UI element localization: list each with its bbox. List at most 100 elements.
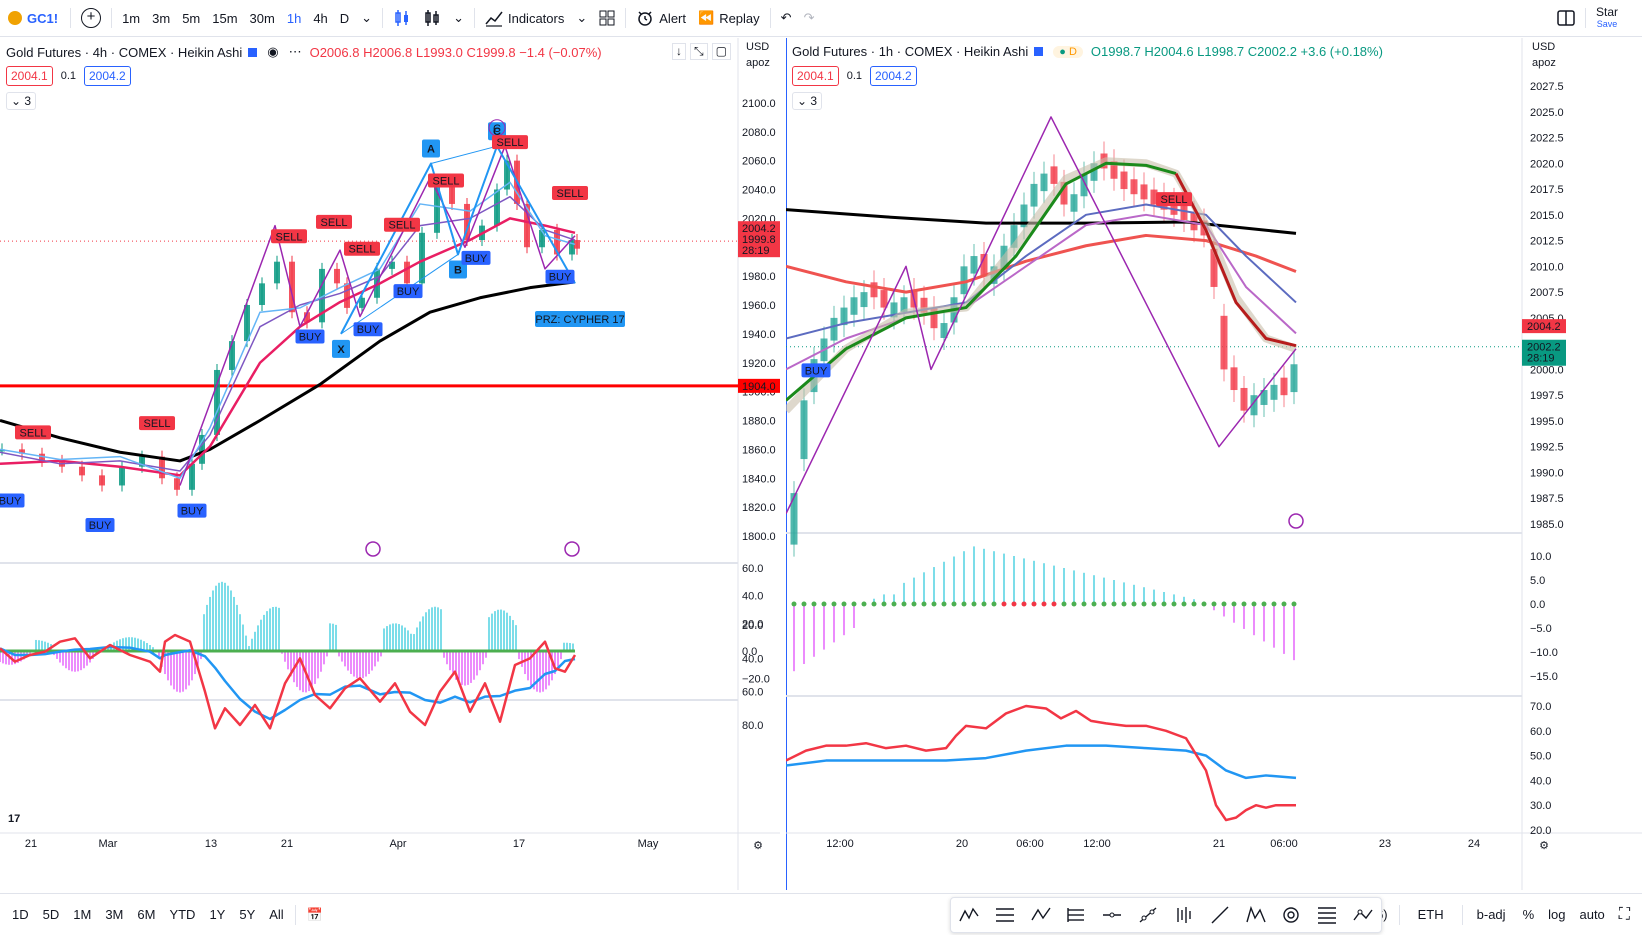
bar-style-dropdown[interactable]: ⌄ (447, 0, 470, 36)
sell-signal[interactable] (552, 185, 588, 200)
fullscreen-button[interactable]: ⛶ (1612, 906, 1642, 924)
xabcd-pattern-icon[interactable] (1245, 904, 1267, 926)
bars-icon (425, 10, 439, 26)
auto-toggle[interactable]: auto (1579, 907, 1605, 922)
sell-signal[interactable] (344, 241, 380, 256)
eye-icon[interactable]: ◉ (267, 44, 279, 59)
layout-button[interactable] (593, 0, 621, 36)
trend-line-icon[interactable] (1137, 904, 1159, 926)
horizontal-ray-icon[interactable] (1101, 904, 1123, 926)
bar-style-button[interactable] (387, 0, 417, 36)
left-chart-pane[interactable]: USDapoz2100.02080.02060.02040.02020.0200… (0, 38, 780, 890)
ask-price[interactable]: 2004.2 (870, 66, 917, 86)
sell-signal[interactable] (271, 229, 307, 244)
interval-d[interactable]: D (339, 10, 350, 26)
undo-button[interactable]: ↶ (775, 0, 798, 36)
range-6m[interactable]: 6M (137, 907, 156, 922)
interval-1m[interactable]: 1m (122, 10, 141, 26)
event-arrow-icon[interactable] (365, 541, 381, 557)
sell-signal[interactable] (1156, 192, 1192, 207)
price-tick: 2080.0 (742, 127, 776, 139)
arrow-down-icon[interactable]: ↓ (672, 43, 686, 60)
pattern-point-a[interactable] (422, 139, 440, 158)
buy-signal[interactable] (295, 329, 325, 344)
sell-signal[interactable] (139, 416, 175, 431)
back-adjust-toggle[interactable]: b-adj (1476, 907, 1506, 922)
maximize-icon[interactable]: ▢ (711, 43, 731, 60)
left-chart-canvas[interactable]: USDapoz2100.02080.02060.02040.02020.0200… (0, 38, 780, 890)
alert-button[interactable]: Alert (630, 0, 692, 36)
pattern-point-b[interactable] (449, 260, 467, 279)
bid-price[interactable]: 2004.1 (792, 66, 839, 86)
flag-icon (248, 47, 258, 57)
interval-1h[interactable]: 1h (286, 10, 302, 26)
buy-signal[interactable] (177, 503, 207, 518)
parallel-channel-icon[interactable] (1065, 904, 1087, 926)
prz-label[interactable] (535, 311, 625, 327)
sell-signal[interactable] (316, 214, 352, 229)
lightning-icon[interactable] (564, 541, 580, 557)
symbol-search[interactable]: GC1! (0, 11, 66, 26)
bar-style-alt-button[interactable] (417, 0, 447, 36)
ask-price[interactable]: 2004.2 (84, 66, 131, 86)
bars-pattern-icon[interactable] (1173, 904, 1195, 926)
sell-signal[interactable] (384, 217, 420, 232)
buy-signal[interactable] (0, 493, 25, 508)
buy-signal[interactable] (85, 518, 115, 533)
more-icon[interactable]: ⋯ (288, 44, 302, 59)
right-chart-canvas[interactable]: USDapoz2027.52025.02022.52020.02017.5201… (786, 38, 1642, 890)
pattern-point-x[interactable] (332, 339, 350, 358)
range-5y[interactable]: 5Y (239, 907, 256, 922)
buy-signal[interactable] (545, 269, 575, 284)
indicators-dropdown[interactable]: ⌄ (570, 0, 593, 36)
line-tool-icon[interactable] (1209, 904, 1231, 926)
sell-signal[interactable] (492, 135, 528, 150)
interval-3m[interactable]: 3m (152, 10, 171, 26)
interval-30m[interactable]: 30m (249, 10, 275, 26)
bid-price[interactable]: 2004.1 (6, 66, 53, 86)
collapse-icon[interactable]: ⤡ (690, 43, 708, 60)
fib-lines-icon[interactable] (994, 904, 1016, 926)
lightning-icon[interactable] (1288, 513, 1304, 529)
sell-signal[interactable] (428, 173, 464, 188)
range-ytd[interactable]: YTD (169, 907, 196, 922)
session-button[interactable]: ETH (1417, 907, 1444, 922)
replay-button[interactable]: ⏪ Replay (692, 0, 766, 36)
buy-signal[interactable] (801, 363, 831, 378)
range-5d[interactable]: 5D (42, 907, 60, 922)
fib-retracement-icon[interactable] (1316, 904, 1338, 926)
redo-button[interactable]: ↷ (798, 0, 821, 36)
log-toggle[interactable]: log (1548, 907, 1566, 922)
layout-toggle-button[interactable] (1551, 0, 1581, 36)
range-1d[interactable]: 1D (12, 907, 29, 922)
date-range-button[interactable]: 📅 (300, 907, 330, 923)
percent-toggle[interactable]: % (1522, 907, 1535, 922)
interval-15m[interactable]: 15m (212, 10, 238, 26)
sell-signal[interactable] (15, 425, 51, 440)
range-all[interactable]: All (269, 907, 284, 922)
ask-price-badge (1522, 319, 1566, 334)
range-1m[interactable]: 1M (73, 907, 92, 922)
compare-button[interactable]: + (75, 0, 107, 36)
indicator-collapse-button[interactable]: ⌄ 3 (6, 92, 37, 110)
cycle-icon[interactable] (1280, 904, 1302, 926)
interval-5m[interactable]: 5m (182, 10, 201, 26)
wave-pattern-icon[interactable] (958, 904, 980, 926)
abcd-pattern-icon[interactable] (1030, 904, 1052, 926)
buy-signal[interactable] (353, 322, 383, 337)
indicators-button[interactable]: Indicators (479, 0, 570, 36)
indicator-collapse-button[interactable]: ⌄ 3 (792, 92, 823, 110)
range-3m[interactable]: 3M (105, 907, 124, 922)
buy-signal-text: BUY (299, 331, 322, 343)
buy-signal[interactable] (461, 250, 491, 265)
interval-4h[interactable]: 4h (313, 10, 328, 26)
save-button[interactable]: Star Save (1590, 0, 1642, 36)
right-chart-pane[interactable]: USD apoz 2027.5 2025.0 2022.5 2020.0 2017.5 201… (786, 38, 1642, 890)
time-tick: 06:00 (1270, 838, 1298, 850)
left-price-axis[interactable] (738, 38, 780, 890)
range-1y[interactable]: 1Y (209, 907, 226, 922)
interval-dropdown[interactable]: ⌄ (355, 0, 378, 36)
buy-signal[interactable] (393, 284, 423, 299)
osc-dot (1111, 601, 1117, 607)
path-tool-icon[interactable] (1352, 904, 1374, 926)
